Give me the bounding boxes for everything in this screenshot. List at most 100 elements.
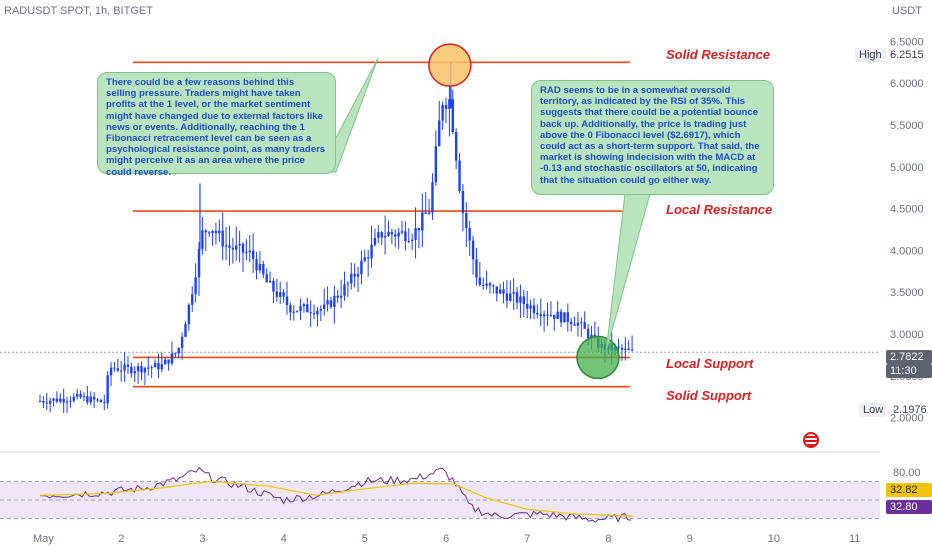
- candle-body-117: [434, 146, 438, 183]
- candle-body-1: [42, 400, 45, 403]
- candle-body-87: [333, 295, 336, 307]
- candle-body-120: [444, 105, 448, 109]
- candle-body-22: [113, 367, 116, 369]
- candle-body-158: [573, 324, 576, 326]
- candle-body-79: [306, 304, 309, 313]
- candle-body-17: [96, 399, 99, 401]
- candle-body-127: [468, 228, 471, 241]
- candle-body-112: [417, 228, 421, 231]
- candle-body-48: [201, 230, 204, 249]
- candle-body-29: [136, 366, 140, 372]
- candle-body-122: [451, 99, 454, 132]
- candle-body-153: [556, 311, 559, 319]
- x-tick-label-7: 8: [605, 533, 611, 545]
- x-tick-label-10: 11: [849, 533, 860, 545]
- candle-body-84: [323, 304, 326, 310]
- candle-body-155: [563, 312, 566, 323]
- candle-body-93: [353, 273, 356, 277]
- candle-body-139: [509, 293, 512, 301]
- candle-body-140: [512, 292, 515, 294]
- candle-body-73: [285, 296, 289, 306]
- candle-body-99: [373, 237, 377, 245]
- rsi-tick-label-0: 80.00: [893, 467, 921, 479]
- candle-body-118: [438, 120, 441, 147]
- candle-body-31: [143, 368, 147, 373]
- candle-body-71: [279, 292, 282, 297]
- y-tick-label-3: 5.0000: [890, 162, 924, 174]
- candle-body-133: [488, 283, 492, 286]
- candle-body-137: [502, 289, 505, 294]
- candle-body-160: [580, 322, 583, 324]
- rsi-ma-badge: 32.82: [886, 483, 932, 497]
- candle-body-126: [465, 213, 468, 229]
- candle-body-10: [72, 396, 76, 401]
- candle-body-145: [529, 305, 532, 309]
- candle-body-38: [167, 359, 170, 364]
- candle-body-68: [268, 280, 272, 283]
- candle-body-106: [397, 232, 400, 237]
- candle-body-15: [89, 396, 92, 403]
- candle-body-20: [106, 375, 109, 404]
- candle-body-148: [539, 314, 542, 317]
- x-tick-label-5: 6: [443, 533, 449, 545]
- right-callout-pointer: [605, 193, 651, 353]
- symbol-title: RADUSDT SPOT, 1h, BITGET: [4, 5, 153, 17]
- candle-body-132: [485, 283, 488, 286]
- y-tick-label-7: 3.0000: [890, 329, 924, 341]
- candle-body-69: [272, 280, 275, 292]
- candle-body-114: [424, 212, 427, 214]
- candle-body-119: [441, 105, 444, 121]
- candle-body-141: [515, 292, 519, 303]
- x-tick-label-4: 5: [362, 533, 368, 545]
- candle-body-124: [458, 160, 461, 191]
- y-tick-label-4: 4.5000: [890, 204, 924, 216]
- candle-body-103: [387, 231, 390, 236]
- candle-body-123: [454, 131, 458, 161]
- candle-body-23: [116, 368, 120, 371]
- candle-body-49: [204, 230, 207, 233]
- candle-body-59: [238, 243, 241, 246]
- low-badge-label: Low: [859, 403, 888, 417]
- candle-body-54: [221, 230, 224, 247]
- candle-body-75: [292, 311, 295, 313]
- candle-body-35: [157, 362, 160, 370]
- candle-body-98: [370, 244, 373, 259]
- level-label-local-resistance: Local Resistance: [666, 202, 773, 217]
- candle-body-108: [404, 231, 407, 242]
- candle-body-131: [482, 284, 485, 286]
- candle-body-63: [251, 250, 255, 260]
- level-label-solid-support: Solid Support: [666, 388, 752, 403]
- candle-body-172: [620, 347, 624, 350]
- candle-body-138: [505, 293, 509, 301]
- candle-body-174: [627, 348, 630, 350]
- candle-body-34: [153, 362, 157, 368]
- candle-body-58: [235, 245, 238, 250]
- candle-body-159: [576, 322, 580, 326]
- us-flag-icon[interactable]: [803, 432, 819, 448]
- y-tick-label-9: 2.0000: [890, 413, 924, 425]
- candle-body-19: [103, 402, 106, 404]
- candle-body-56: [228, 245, 231, 248]
- candle-body-11: [76, 394, 79, 397]
- candle-body-77: [299, 306, 302, 311]
- level-label-solid-resistance: Solid Resistance: [666, 47, 771, 62]
- x-tick-label-1: 2: [118, 533, 124, 545]
- candle-body-9: [69, 400, 72, 402]
- candle-body-13: [82, 396, 86, 398]
- support-highlight-circle: [576, 335, 620, 380]
- candle-body-144: [526, 304, 529, 309]
- candle-body-142: [519, 296, 522, 303]
- y-tick-label-2: 5.5000: [890, 120, 924, 132]
- candle-body-53: [218, 230, 221, 234]
- candle-body-28: [133, 371, 136, 374]
- high-highlight-circle: [428, 43, 472, 87]
- candle-body-89: [339, 295, 343, 298]
- candle-body-156: [566, 312, 569, 323]
- candle-body-62: [248, 250, 251, 253]
- candle-body-25: [123, 364, 126, 371]
- candle-body-5: [55, 398, 59, 402]
- candle-body-72: [282, 292, 285, 297]
- high-badge-label: High: [855, 48, 886, 62]
